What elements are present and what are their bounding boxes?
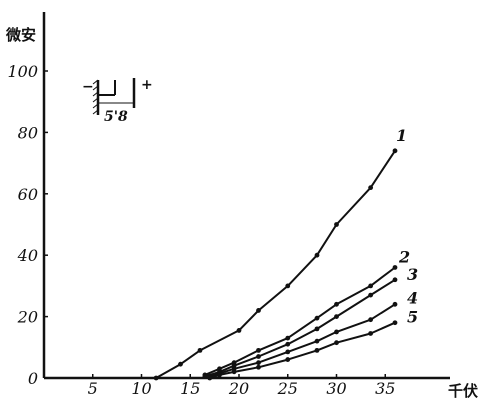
axis-ticks: 5 10 15 20 25 30 35 0 20 40 60 80 100 — [7, 62, 395, 398]
data-point — [202, 374, 208, 379]
series-line — [155, 149, 396, 379]
series-3: 3 — [202, 265, 418, 379]
inset-minus: − — [82, 79, 94, 95]
series-label: 1 — [396, 126, 407, 145]
inset-hatch — [92, 109, 99, 115]
x-tick-label: 10 — [131, 379, 151, 398]
data-point — [314, 326, 320, 332]
series-4: 4 — [207, 288, 418, 379]
data-point — [217, 372, 222, 378]
series-label: 5 — [407, 308, 418, 327]
data-point — [334, 340, 339, 346]
data-point — [392, 301, 398, 307]
data-point — [368, 331, 374, 336]
x-tick-label: 5 — [88, 379, 98, 398]
data-point — [334, 314, 339, 319]
y-tick-label: 100 — [7, 62, 38, 81]
data-point — [285, 357, 291, 362]
data-point — [392, 265, 398, 270]
x-tick-label: 25 — [277, 379, 298, 398]
data-point — [334, 301, 339, 307]
x-tick-label: 30 — [326, 379, 346, 398]
series-line — [208, 303, 396, 378]
data-point — [334, 222, 339, 227]
inset-plus: + — [141, 77, 153, 93]
x-tick-label: 20 — [228, 379, 249, 398]
series-1: 1 — [153, 126, 407, 381]
data-point — [256, 354, 261, 359]
x-tick-label: 15 — [180, 379, 200, 398]
y-tick-label: 20 — [17, 308, 38, 327]
inset-hatch — [92, 85, 99, 91]
series-5: 5 — [207, 308, 418, 381]
data-point — [256, 360, 261, 366]
inset-hatch — [92, 97, 99, 103]
inset-hatch — [92, 103, 99, 109]
series-label: 2 — [398, 247, 410, 266]
electrode-inset: − + 5'8 — [82, 77, 153, 125]
inset-hatch — [92, 79, 99, 85]
y-axis-unit: 微安 — [5, 26, 36, 44]
inset-hatch — [92, 91, 99, 97]
data-point — [256, 347, 261, 353]
data-point — [368, 317, 374, 323]
data-point — [256, 364, 261, 370]
series-2: 2 — [202, 247, 410, 378]
data-point — [314, 315, 320, 321]
x-tick-label: 35 — [375, 379, 395, 398]
data-point — [197, 347, 203, 353]
data-point — [314, 347, 320, 353]
data-point — [392, 148, 398, 154]
data-point — [368, 185, 374, 191]
data-point — [231, 369, 237, 375]
series-label: 3 — [407, 265, 418, 284]
y-tick-label: 60 — [18, 185, 38, 204]
series-layer: 1 23 45 — [153, 126, 418, 381]
x-axis-unit: 千伏 — [448, 382, 478, 400]
data-point — [392, 320, 398, 326]
y-tick-label: 80 — [18, 123, 38, 142]
inset-gap-labels: 5'8 — [104, 109, 128, 125]
data-point — [153, 375, 159, 381]
data-point — [236, 328, 242, 333]
data-point — [256, 308, 261, 313]
data-point — [285, 283, 291, 289]
y-tick-label: 0 — [28, 369, 38, 388]
data-point — [368, 292, 374, 298]
data-point — [368, 283, 374, 289]
data-point — [392, 277, 398, 283]
data-point — [334, 329, 339, 335]
data-point — [314, 252, 320, 258]
data-point — [314, 338, 320, 344]
y-tick-label: 40 — [17, 246, 38, 265]
data-point — [285, 349, 291, 355]
data-point — [285, 341, 291, 347]
series-label: 4 — [407, 288, 418, 307]
data-point — [207, 375, 213, 381]
data-point — [178, 361, 183, 367]
data-point — [285, 335, 291, 341]
